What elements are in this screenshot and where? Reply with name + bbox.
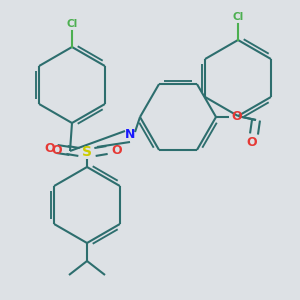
Text: O: O bbox=[112, 143, 122, 157]
Text: O: O bbox=[52, 143, 62, 157]
Text: Cl: Cl bbox=[66, 19, 78, 29]
Text: O: O bbox=[247, 136, 257, 148]
Text: N: N bbox=[125, 128, 135, 142]
Text: S: S bbox=[82, 145, 92, 159]
Text: O: O bbox=[232, 110, 242, 124]
Text: O: O bbox=[45, 142, 55, 155]
Text: Cl: Cl bbox=[232, 12, 244, 22]
